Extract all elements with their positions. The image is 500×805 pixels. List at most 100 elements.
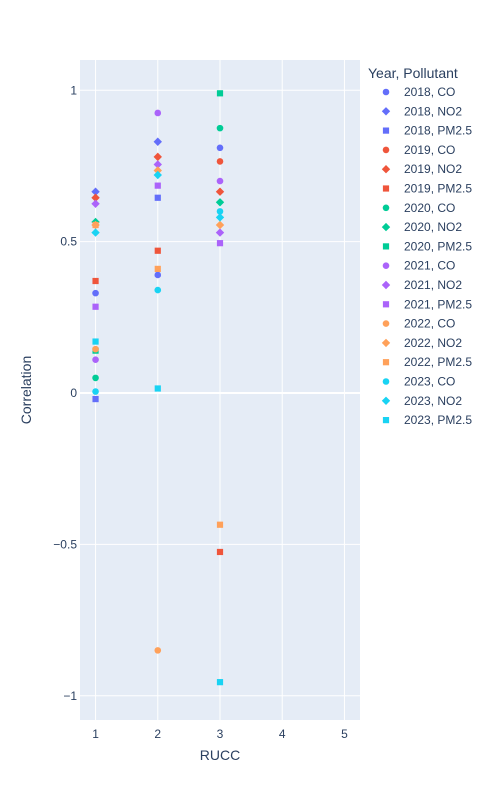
data-point-circle[interactable] bbox=[154, 109, 162, 117]
data-point-circle[interactable] bbox=[92, 345, 99, 353]
legend-item-label: 2021, CO bbox=[404, 259, 455, 273]
data-point-diamond[interactable] bbox=[215, 213, 225, 222]
data-point-square[interactable] bbox=[216, 679, 224, 686]
y-tick-label: −0.5 bbox=[53, 537, 77, 551]
legend-marker-square[interactable] bbox=[382, 301, 390, 308]
legend-marker-square[interactable] bbox=[382, 243, 390, 250]
legend-item[interactable]: 2018, PM2.5 bbox=[382, 124, 472, 138]
legend-marker-circle[interactable] bbox=[382, 262, 390, 270]
data-point-square[interactable] bbox=[216, 240, 224, 247]
data-point-diamond[interactable] bbox=[91, 187, 100, 196]
legend-marker-circle[interactable] bbox=[382, 320, 390, 327]
legend-marker-square[interactable] bbox=[382, 127, 390, 134]
legend-item[interactable]: 2022, CO bbox=[382, 317, 456, 331]
data-point-circle[interactable] bbox=[216, 144, 224, 152]
data-point-diamond[interactable] bbox=[91, 199, 100, 209]
legend-item-label: 2023, CO bbox=[404, 375, 455, 389]
legend-marker-diamond[interactable] bbox=[381, 107, 391, 116]
legend-item-label: 2023, PM2.5 bbox=[404, 413, 472, 427]
legend-item[interactable]: 2021, NO2 bbox=[381, 278, 463, 292]
legend-item[interactable]: 2020, NO2 bbox=[381, 220, 463, 234]
legend-marker-diamond[interactable] bbox=[381, 280, 391, 290]
legend-item[interactable]: 2019, NO2 bbox=[381, 162, 463, 176]
data-point-diamond[interactable] bbox=[91, 228, 100, 237]
data-point-circle[interactable] bbox=[92, 289, 99, 297]
data-point-square[interactable] bbox=[92, 277, 99, 285]
legend-item[interactable]: 2022, NO2 bbox=[381, 336, 463, 350]
legend[interactable]: 2018, CO 2018, NO2 2018, PM2.5 2019, CO 2019… bbox=[381, 85, 473, 427]
data-point-square[interactable] bbox=[216, 521, 224, 528]
legend-item-label: 2019, PM2.5 bbox=[404, 182, 472, 196]
legend-item[interactable]: 2023, PM2.5 bbox=[382, 413, 472, 427]
legend-item-label: 2020, CO bbox=[404, 201, 455, 215]
data-point-square[interactable] bbox=[92, 221, 99, 229]
data-point-circle[interactable] bbox=[154, 647, 162, 654]
y-tick-label: −1 bbox=[63, 689, 77, 703]
legend-marker-diamond[interactable] bbox=[381, 396, 391, 405]
legend-item[interactable]: 2018, NO2 bbox=[381, 104, 463, 118]
x-tick-label: 5 bbox=[341, 727, 348, 741]
legend-marker-diamond[interactable] bbox=[381, 222, 391, 232]
x-tick-label: 2 bbox=[154, 727, 161, 741]
data-point-diamond[interactable] bbox=[153, 152, 162, 162]
data-point-diamond[interactable] bbox=[215, 198, 225, 207]
legend-item-label: 2019, CO bbox=[404, 143, 455, 157]
legend-item[interactable]: 2019, PM2.5 bbox=[382, 182, 472, 196]
data-point-square[interactable] bbox=[154, 194, 161, 201]
legend-item-label: 2021, NO2 bbox=[404, 278, 462, 292]
data-point-circle[interactable] bbox=[216, 124, 224, 132]
legend-item[interactable]: 2019, CO bbox=[382, 143, 456, 157]
data-point-circle[interactable] bbox=[154, 286, 162, 294]
legend-item[interactable]: 2020, PM2.5 bbox=[382, 239, 472, 253]
data-point-square[interactable] bbox=[92, 303, 99, 310]
data-point-square[interactable] bbox=[92, 338, 99, 345]
legend-marker-square[interactable] bbox=[382, 417, 390, 424]
data-point-circle[interactable] bbox=[216, 208, 224, 215]
data-point-diamond[interactable] bbox=[91, 193, 100, 202]
data-point-diamond[interactable] bbox=[215, 220, 225, 230]
data-point-square[interactable] bbox=[154, 385, 161, 392]
data-point-square[interactable] bbox=[92, 395, 99, 403]
y-tick-labels: −1 −0.5 0 0.5 1 bbox=[53, 83, 77, 703]
data-point-circle[interactable] bbox=[92, 356, 99, 364]
legend-item-label: 2020, PM2.5 bbox=[404, 239, 472, 253]
data-point-circle[interactable] bbox=[216, 177, 224, 185]
data-point-circle[interactable] bbox=[92, 374, 99, 382]
data-point-square[interactable] bbox=[154, 247, 161, 254]
y-tick-label: 0 bbox=[70, 386, 77, 400]
legend-item-label: 2022, PM2.5 bbox=[404, 355, 472, 369]
legend-item[interactable]: 2023, NO2 bbox=[381, 394, 463, 408]
legend-item[interactable]: 2021, CO bbox=[382, 259, 456, 273]
data-point-diamond[interactable] bbox=[153, 160, 162, 169]
legend-item[interactable]: 2022, PM2.5 bbox=[382, 355, 472, 369]
data-point-square[interactable] bbox=[154, 265, 161, 272]
x-tick-label: 4 bbox=[279, 727, 286, 741]
legend-marker-square[interactable] bbox=[382, 185, 390, 192]
data-point-diamond[interactable] bbox=[215, 187, 225, 196]
legend-item[interactable]: 2021, PM2.5 bbox=[382, 297, 472, 311]
legend-item[interactable]: 2018, CO bbox=[382, 85, 456, 99]
data-point-square[interactable] bbox=[216, 90, 224, 97]
data-point-diamond[interactable] bbox=[153, 166, 162, 175]
data-point-diamond[interactable] bbox=[153, 170, 162, 180]
legend-marker-circle[interactable] bbox=[382, 204, 390, 212]
legend-marker-circle[interactable] bbox=[382, 378, 390, 385]
legend-marker-square[interactable] bbox=[382, 359, 390, 366]
legend-title: Year, Pollutant bbox=[368, 65, 458, 81]
legend-item-label: 2018, CO bbox=[404, 85, 455, 99]
data-point-circle[interactable] bbox=[92, 388, 99, 395]
data-point-circle[interactable] bbox=[154, 271, 162, 279]
data-point-square[interactable] bbox=[154, 182, 161, 189]
data-point-diamond[interactable] bbox=[215, 228, 225, 237]
data-point-circle[interactable] bbox=[216, 158, 224, 165]
data-point-diamond[interactable] bbox=[153, 137, 162, 146]
legend-marker-diamond[interactable] bbox=[381, 165, 391, 174]
y-axis-label: Correlation bbox=[18, 356, 34, 424]
data-point-square[interactable] bbox=[216, 548, 224, 556]
legend-item[interactable]: 2020, CO bbox=[382, 201, 456, 215]
legend-item[interactable]: 2023, CO bbox=[382, 375, 456, 389]
legend-marker-diamond[interactable] bbox=[381, 338, 391, 348]
legend-marker-circle[interactable] bbox=[382, 146, 390, 154]
legend-marker-circle[interactable] bbox=[382, 88, 390, 96]
